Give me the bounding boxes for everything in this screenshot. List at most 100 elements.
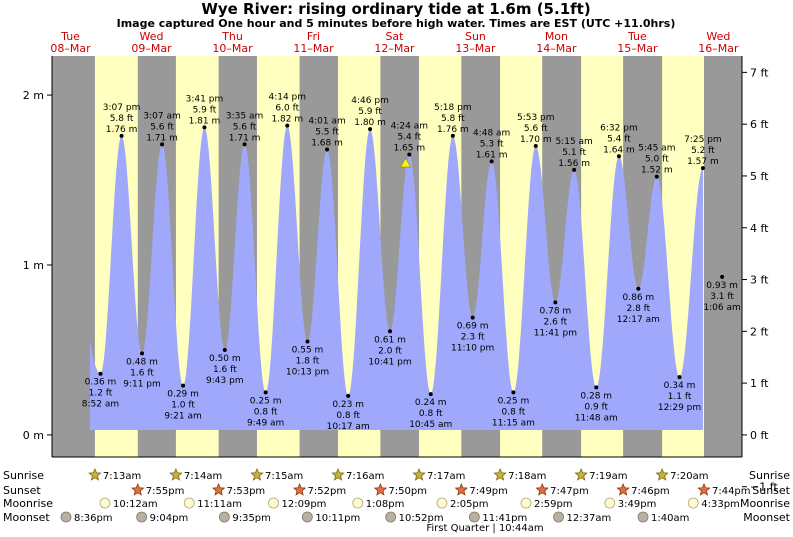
tide-height-ft: 0.8 ft: [419, 409, 443, 419]
day-name: Mon: [545, 30, 568, 43]
tide-height-ft: 2.6 ft: [543, 317, 567, 327]
sunset-time: 7:44pm: [712, 486, 751, 497]
tide-height-m: 0.24 m: [415, 398, 447, 408]
day-labels: Tue08–MarWed09–MarThu10–MarFri11–MarSat1…: [50, 30, 739, 55]
tide-height-ft: 1.8 ft: [296, 356, 320, 366]
moonset-time: 10:11pm: [315, 513, 360, 524]
moonset-icon: [637, 511, 649, 523]
day-date: 13–Mar: [455, 42, 496, 55]
tide-height-m: 0.25 m: [498, 396, 530, 406]
sunrise-time: 7:17am: [427, 471, 465, 482]
tide-point: [202, 125, 207, 130]
tide-height-ft: 5.6 ft: [524, 124, 548, 134]
sunset-time: 7:53pm: [227, 486, 266, 497]
tide-point: [407, 152, 412, 157]
moonrise-time: 1:08pm: [366, 499, 405, 510]
tide-area: [90, 125, 703, 430]
sunrise-time: 7:18am: [508, 471, 546, 482]
tide-time: 5:45 am: [638, 144, 675, 154]
moonrise-time: 4:33pm: [701, 499, 740, 510]
tide-time: 12:17 am: [617, 315, 660, 325]
moonset-icon: [553, 511, 564, 523]
tide-point: [325, 147, 330, 152]
moonrise-row-label: Moonrise: [3, 497, 53, 510]
moonset-icon: [301, 511, 313, 523]
moonset-time: 11:41pm: [482, 513, 527, 524]
moonrise-time: 2:05pm: [450, 499, 489, 510]
tide-point: [636, 286, 641, 291]
tide-height-ft: 2.8 ft: [626, 304, 650, 314]
moonrise-icon: [687, 497, 699, 509]
tide-height-ft: 0.8 ft: [336, 411, 360, 421]
tide-point: [285, 123, 290, 128]
tide-height-ft: 1.6 ft: [130, 368, 154, 378]
tide-height-ft: 5.5 ft: [315, 127, 339, 137]
tide-time: 11:41 pm: [534, 328, 577, 338]
sunrise-icon: [88, 467, 102, 481]
tide-height-ft: 5.9 ft: [358, 107, 382, 117]
tide-height-ft: 5.3 ft: [480, 139, 504, 149]
sunset-icon: [131, 482, 145, 496]
tide-height-m: 1.68 m: [311, 138, 343, 148]
sunrise-row-label: Sunrise: [3, 469, 44, 482]
tide-height-ft: 5.4 ft: [397, 133, 421, 143]
moonset-time: 8:36pm: [74, 513, 113, 524]
day-name: Thu: [221, 30, 243, 43]
tide-time: 3:07 am: [143, 111, 180, 121]
right-tick-label: 3 ft: [750, 274, 769, 287]
tide-point: [489, 159, 494, 164]
moon-phase-label: First Quarter | 10:44am: [426, 523, 543, 534]
tide-height-ft: 3.1 ft: [710, 292, 734, 302]
tide-time: 9:49 am: [247, 418, 284, 428]
tide-point: [346, 393, 351, 398]
sunrise-icon: [169, 467, 183, 481]
tide-point: [572, 167, 577, 172]
tide-height-m: 0.34 m: [664, 381, 696, 391]
moonset-icon: [468, 511, 480, 523]
day-name: Tue: [627, 30, 647, 43]
moonrise-icon: [183, 497, 195, 509]
moonset-icon: [136, 511, 148, 523]
tide-point: [594, 385, 599, 390]
day-date: 12–Mar: [374, 42, 415, 55]
right-tick-label: 2 ft: [750, 325, 769, 338]
tide-height-m: 1.56 m: [558, 159, 590, 169]
tide-height-m: 1.76 m: [106, 125, 138, 135]
tide-height-m: 1.70 m: [520, 135, 552, 145]
left-tick-label: 0 m: [23, 429, 44, 442]
sunrise-icon: [655, 467, 669, 481]
sunset-time: 7:49pm: [469, 486, 508, 497]
tide-labels: 0.36 m1.2 ft8:52 am3:07 pm5.8 ft1.76 m0.…: [82, 93, 741, 432]
tide-time: 5:18 pm: [434, 103, 472, 113]
tide-time: 3:07 pm: [103, 103, 141, 113]
tide-height-m: 1.65 m: [393, 144, 425, 154]
moonrise-icon: [268, 497, 279, 509]
tide-time: 10:45 am: [409, 420, 452, 430]
tide-height-m: 0.55 m: [292, 345, 324, 355]
tide-height-ft: 1.6 ft: [213, 365, 237, 375]
sunrise-time: 7:20am: [670, 471, 708, 482]
tide-point: [263, 390, 268, 395]
right-tick-label: 5 ft: [750, 170, 769, 183]
moonset-icon: [385, 511, 397, 523]
sunset-icon: [292, 482, 307, 496]
right-tick-label: 1 ft: [750, 377, 769, 390]
tide-height-m: 0.48 m: [126, 357, 158, 367]
tide-time: 11:15 am: [492, 418, 535, 428]
tide-time: 4:14 pm: [268, 93, 306, 103]
moonset-time: 10:52pm: [399, 513, 444, 524]
tide-height-m: 1.82 m: [271, 115, 303, 125]
tide-time: 10:17 am: [327, 422, 370, 432]
chart-subtitle: Image captured One hour and 5 minutes be…: [117, 17, 676, 30]
left-tick-label: 1 m: [23, 259, 44, 272]
tide-height-m: 0.23 m: [332, 400, 364, 410]
tide-water-area: [90, 125, 703, 430]
moonrise-icon: [436, 497, 448, 509]
day-name: Sun: [465, 30, 486, 43]
tide-height-ft: 5.6 ft: [150, 122, 174, 132]
day-date: 11–Mar: [293, 42, 334, 55]
tide-height-m: 1.81 m: [189, 116, 221, 126]
moonset-time: 12:37am: [567, 513, 612, 524]
sunset-time: 7:47pm: [550, 486, 589, 497]
